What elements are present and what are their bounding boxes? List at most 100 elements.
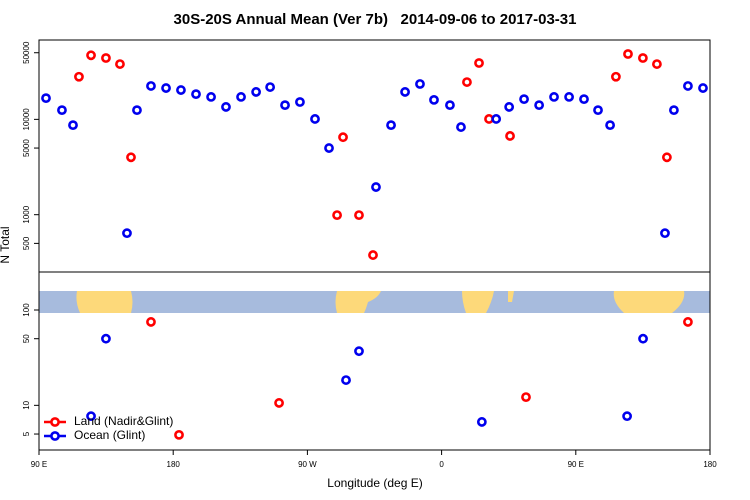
point [593,105,603,116]
x-tick-label: 180 [703,460,717,469]
point [324,143,334,153]
point [611,71,621,82]
map-strip [39,291,710,313]
y-tick-label: 10000 [22,108,31,131]
point [456,122,466,132]
y-tick-label: 50 [22,334,31,343]
point [549,92,559,102]
point [146,81,156,91]
point [176,85,186,95]
y-tick-label: 5 [22,431,31,436]
point [474,58,484,68]
point [605,120,615,131]
point [354,210,364,221]
land-shape [76,291,133,313]
point [579,94,589,105]
legend-label: Ocean (Glint) [74,428,145,442]
point [662,152,672,163]
point [74,71,84,82]
point [415,79,425,89]
point [146,317,156,327]
y-tick-label: 1000 [22,205,31,223]
point [274,398,284,408]
land-shape [462,291,494,313]
point [354,346,364,357]
point [683,81,693,91]
point [638,333,648,344]
point [41,93,51,104]
point [68,120,78,131]
point [698,83,708,93]
point [122,228,132,239]
series [41,79,708,427]
point [161,83,171,93]
point [534,100,545,111]
point [101,53,111,63]
point [332,210,342,221]
land-shape [335,291,381,313]
point [280,100,290,111]
point [491,114,502,124]
y-tick-label: 10 [22,400,31,409]
x-tick-label: 90 E [31,460,47,469]
point [265,82,276,92]
point [476,417,487,427]
point [386,120,396,131]
point [371,182,381,192]
point [86,411,96,422]
y-axis-label: N Total [0,226,12,263]
point [310,114,320,124]
point [504,102,515,112]
point [341,375,351,385]
point [206,92,216,102]
point [221,102,231,112]
point [623,49,633,59]
point [126,152,136,163]
point [638,53,648,63]
legend-label: Land (Nadir&Glint) [74,414,173,428]
point [445,100,455,111]
y-tick-label: 500 [22,236,31,250]
point [669,105,679,116]
point [519,94,529,105]
point [132,105,142,116]
y-tick-label: 100 [22,303,31,317]
x-tick-label: 90 W [298,460,317,469]
x-tick-label: 90 E [568,460,584,469]
x-tick-label: 0 [439,460,444,469]
chart-title: 30S-20S Annual Mean (Ver 7b) 2014-09-06 … [174,11,577,28]
x-tick-label: 180 [167,460,181,469]
point [174,429,184,440]
legend-marker [50,417,60,427]
point [400,87,410,97]
point [251,87,262,97]
point [295,97,305,107]
legend-marker [50,431,60,441]
point [191,89,201,100]
point [683,317,693,327]
point [368,250,378,260]
point [622,411,632,422]
ocean-band [39,291,710,313]
point [660,228,670,239]
point [564,92,574,102]
point [236,92,246,102]
point [115,59,125,69]
point [521,392,531,403]
point [86,50,96,61]
point [505,131,515,141]
point [101,333,111,344]
land-shape [508,291,514,302]
point [652,59,662,69]
point [338,132,348,143]
x-axis-label: Longitude (deg E) [327,476,422,490]
point [57,105,67,116]
point [462,77,472,87]
plot-frame [38,39,711,451]
y-tick-label: 5000 [22,139,31,157]
y-tick-label: 50000 [22,41,31,64]
series [74,49,693,440]
land-shape [613,291,685,313]
